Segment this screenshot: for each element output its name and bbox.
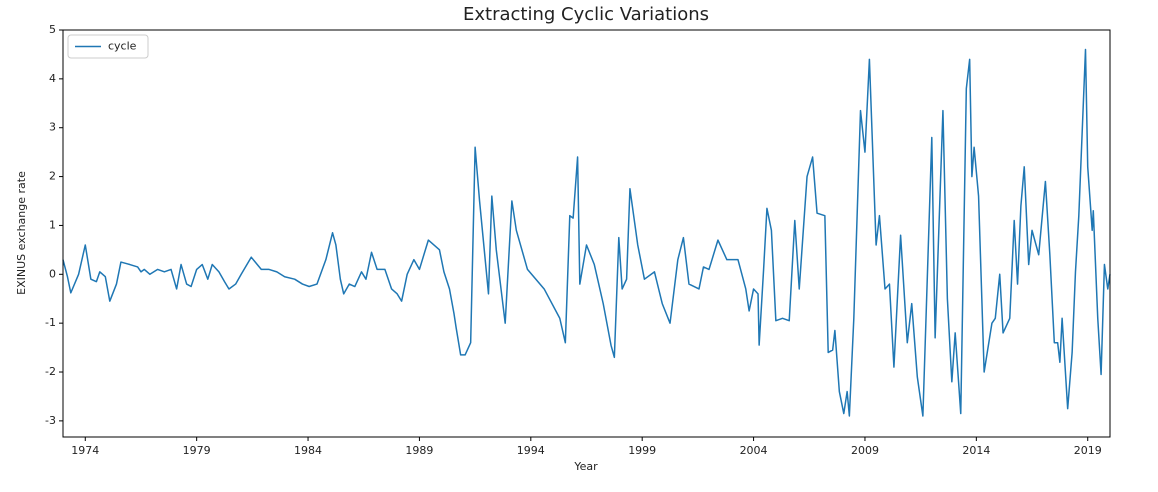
x-tick-label: 2004	[740, 444, 768, 457]
legend: cycle	[67, 34, 149, 59]
x-tick-label: 2019	[1074, 444, 1102, 457]
x-tick-label: 1984	[294, 444, 322, 457]
y-tick-label: 4	[49, 72, 56, 85]
line-series	[62, 48, 1111, 417]
chart-title: Extracting Cyclic Variations	[463, 4, 709, 25]
y-tick-label: -2	[45, 365, 56, 378]
legend-box	[67, 34, 149, 59]
x-tick-label: 1979	[183, 444, 211, 457]
plot-frame	[62, 29, 1111, 438]
legend-label: cycle	[108, 40, 137, 53]
x-tick-label: 2014	[962, 444, 990, 457]
y-tick-label: 5	[49, 23, 56, 36]
x-tick-label: 1974	[71, 444, 99, 457]
x-tick-label: 1999	[628, 444, 656, 457]
y-axis-label: EXINUS exchange rate	[15, 171, 28, 295]
y-tick-label: -1	[45, 316, 56, 329]
x-tick-label: 1989	[405, 444, 433, 457]
y-tick-label: 3	[49, 121, 56, 134]
y-tick-label: 0	[49, 267, 56, 280]
y-tick-label: 2	[49, 170, 56, 183]
x-axis-label: Year	[573, 460, 598, 473]
x-tick-label: 1994	[517, 444, 545, 457]
x-tick-label: 2009	[851, 444, 879, 457]
y-tick-label: 1	[49, 218, 56, 231]
y-tick-label: -3	[45, 414, 56, 427]
